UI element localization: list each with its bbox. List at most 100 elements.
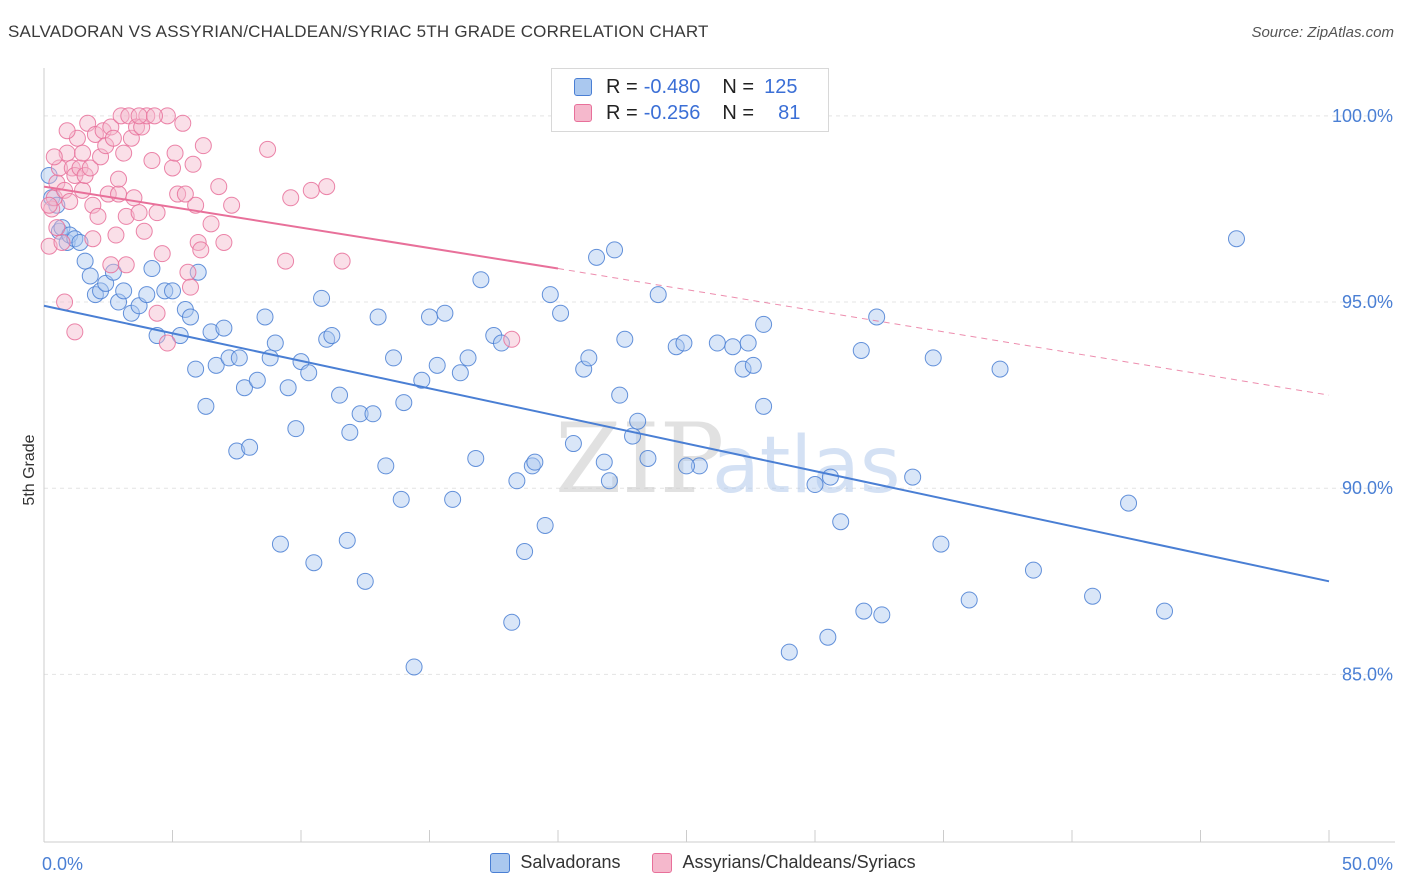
data-point	[629, 412, 647, 430]
data-point	[122, 129, 140, 147]
legend-label: Salvadorans	[520, 852, 621, 872]
legend-swatch-blue	[490, 852, 511, 873]
data-point	[1084, 587, 1102, 605]
data-point	[58, 144, 76, 162]
data-point	[806, 476, 824, 494]
data-point	[667, 338, 685, 356]
data-point	[821, 468, 839, 486]
data-point	[611, 386, 629, 404]
data-point	[413, 371, 431, 389]
data-point	[1227, 230, 1245, 248]
data-point	[616, 330, 634, 348]
x-tick-label: 0.0%	[42, 854, 83, 874]
data-point	[536, 516, 554, 534]
data-point	[174, 114, 192, 132]
data-point	[675, 334, 693, 352]
r-label: R =	[606, 75, 638, 98]
n-label: N =	[722, 101, 755, 124]
data-point	[104, 129, 122, 147]
data-point	[148, 304, 166, 322]
data-point	[595, 453, 613, 471]
data-point	[1156, 602, 1174, 620]
data-point	[338, 531, 356, 549]
r-value: -0.256	[643, 101, 701, 124]
data-point	[323, 327, 341, 345]
data-point	[724, 338, 742, 356]
data-point	[271, 535, 289, 553]
source-label: Source: ZipAtlas.com	[1251, 24, 1394, 41]
data-point	[210, 178, 228, 196]
legend-item-assyrians: Assyrians/Chaldeans/Syriacs	[652, 852, 916, 873]
data-point	[135, 222, 153, 240]
data-point	[395, 394, 413, 412]
data-point	[333, 252, 351, 270]
data-point	[130, 107, 148, 125]
data-point	[228, 442, 246, 460]
data-point	[115, 282, 133, 300]
data-point	[600, 472, 618, 490]
data-point	[223, 196, 241, 214]
series-salvadorans	[40, 166, 1245, 676]
data-point	[377, 457, 395, 475]
data-point	[192, 241, 210, 259]
data-point	[819, 628, 837, 646]
data-point	[187, 360, 205, 378]
data-point	[678, 457, 695, 475]
data-point	[158, 334, 176, 352]
data-point	[516, 543, 534, 561]
data-point	[248, 371, 266, 389]
data-point	[421, 308, 438, 326]
data-point	[282, 189, 300, 207]
data-point	[117, 256, 135, 274]
legend-swatch-pink	[652, 852, 673, 873]
stats-legend: R = -0.480 N = 125 R = -0.256 N = 81	[551, 68, 829, 132]
data-point	[855, 602, 873, 620]
n-value: 81	[778, 101, 801, 124]
data-point	[503, 330, 521, 348]
data-point	[369, 308, 387, 326]
data-point	[266, 334, 284, 352]
trend-line-assyrians-extension	[557, 268, 1330, 396]
data-point	[230, 349, 248, 367]
data-point	[92, 148, 110, 166]
legend-row-assyrians: R = -0.256 N = 81	[574, 100, 800, 126]
n-value: 125	[764, 75, 798, 98]
trend-lines	[43, 185, 1330, 583]
data-point	[302, 181, 320, 199]
data-point	[84, 196, 102, 214]
data-point	[125, 189, 143, 207]
data-point	[780, 643, 798, 661]
data-point	[110, 293, 128, 311]
x-tick-label: 50.0%	[1342, 854, 1393, 874]
data-point	[148, 204, 166, 222]
data-point	[61, 193, 79, 211]
data-point	[467, 449, 485, 467]
trend-line-salvadorans	[43, 304, 1330, 583]
legend-label: Assyrians/Chaldeans/Syriacs	[682, 852, 916, 872]
data-point	[690, 457, 708, 475]
data-point	[904, 468, 922, 486]
data-point	[138, 286, 156, 304]
data-point	[181, 278, 199, 296]
data-point	[117, 207, 135, 225]
data-point	[40, 237, 58, 255]
data-point	[708, 334, 726, 352]
data-point	[451, 364, 469, 382]
data-point	[287, 420, 305, 438]
data-point	[143, 152, 161, 170]
data-point	[115, 144, 133, 162]
chart-title: SALVADORAN VS ASSYRIAN/CHALDEAN/SYRIAC 5…	[8, 22, 709, 41]
data-point	[503, 613, 521, 631]
data-point	[107, 226, 125, 244]
data-point	[207, 356, 225, 374]
data-point	[66, 323, 84, 341]
data-point	[508, 472, 526, 490]
trend-line-assyrians	[43, 185, 559, 270]
data-point	[74, 181, 92, 199]
data-point	[580, 349, 598, 367]
r-label: R =	[606, 101, 638, 124]
data-point	[649, 286, 667, 304]
data-point	[256, 308, 274, 326]
data-point	[197, 397, 215, 415]
legend-item-salvadorans: Salvadorans	[490, 852, 620, 873]
